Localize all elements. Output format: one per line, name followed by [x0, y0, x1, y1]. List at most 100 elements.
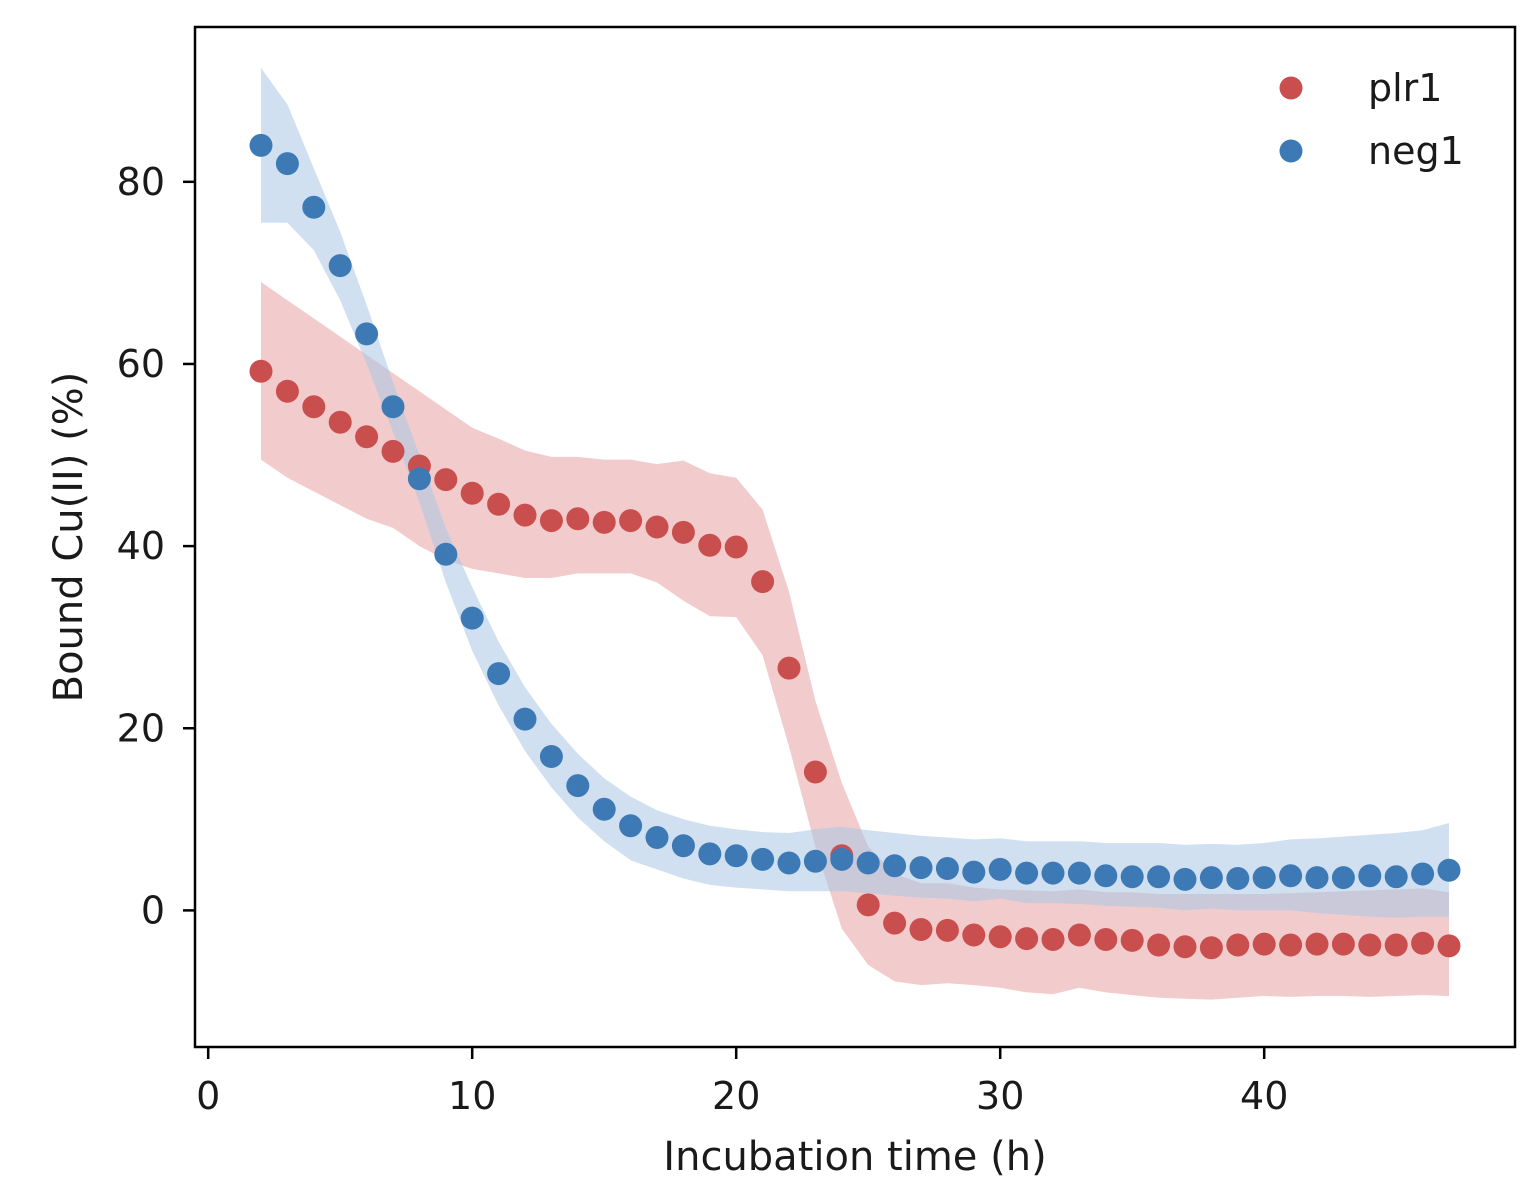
point-neg1	[1331, 866, 1355, 890]
point-plr1	[1305, 932, 1329, 956]
point-neg1	[988, 857, 1012, 881]
point-neg1	[645, 826, 669, 849]
y-tick-label: 20	[117, 706, 165, 750]
plot-frame	[193, 25, 1517, 1049]
point-plr1	[566, 507, 590, 531]
point-neg1	[962, 860, 986, 884]
point-neg1	[513, 707, 537, 731]
point-neg1	[1120, 865, 1144, 889]
point-neg1	[328, 254, 352, 278]
point-plr1	[777, 656, 801, 680]
point-plr1	[460, 481, 484, 505]
point-plr1	[1041, 928, 1065, 951]
point-plr1	[935, 918, 959, 942]
point-neg1	[1226, 867, 1250, 890]
point-plr1	[1411, 931, 1435, 955]
point-neg1	[407, 467, 431, 491]
point-neg1	[460, 606, 484, 630]
point-neg1	[592, 797, 616, 821]
point-neg1	[1067, 861, 1091, 885]
point-neg1	[619, 814, 643, 838]
point-plr1	[275, 379, 299, 403]
point-plr1	[856, 893, 880, 917]
legend-label: plr1	[1368, 66, 1442, 110]
point-neg1	[381, 395, 405, 419]
point-neg1	[1252, 866, 1276, 890]
point-neg1	[751, 847, 775, 871]
point-neg1	[856, 851, 880, 875]
point-plr1	[249, 359, 273, 383]
point-neg1	[566, 774, 590, 798]
point-plr1	[434, 468, 458, 492]
legend: plr1 neg1	[1279, 66, 1464, 173]
point-neg1	[487, 662, 511, 686]
point-plr1	[751, 570, 775, 594]
point-neg1	[909, 856, 933, 880]
point-neg1	[302, 195, 326, 219]
point-neg1	[1279, 864, 1303, 888]
point-plr1	[1173, 935, 1197, 959]
point-neg1	[803, 849, 827, 873]
y-tick-label: 40	[117, 524, 165, 568]
x-tick-label: 10	[448, 1074, 496, 1118]
point-plr1	[355, 425, 379, 449]
point-plr1	[513, 503, 537, 527]
point-plr1	[1147, 933, 1171, 957]
point-neg1	[355, 322, 379, 346]
point-neg1	[275, 152, 299, 176]
point-plr1	[724, 535, 748, 559]
point-neg1	[1305, 866, 1329, 890]
point-plr1	[1252, 932, 1276, 956]
point-plr1	[909, 918, 933, 941]
point-plr1	[1199, 936, 1223, 960]
point-neg1	[1094, 864, 1118, 888]
point-neg1	[883, 854, 907, 878]
point-plr1	[539, 509, 563, 533]
point-neg1	[1147, 865, 1171, 889]
point-plr1	[988, 925, 1012, 949]
point-neg1	[1437, 858, 1461, 882]
point-plr1	[381, 439, 405, 463]
x-tick-label: 30	[976, 1074, 1024, 1118]
point-plr1	[328, 410, 352, 434]
y-tick-label: 60	[117, 342, 165, 386]
point-neg1	[935, 857, 959, 880]
point-plr1	[803, 760, 827, 784]
point-plr1	[1331, 932, 1355, 956]
point-neg1	[698, 842, 722, 866]
y-axis: 0 20 40 60 80	[117, 160, 195, 932]
point-plr1	[883, 911, 907, 935]
point-plr1	[592, 510, 616, 534]
legend-item-neg1: neg1	[1279, 129, 1464, 173]
point-neg1	[671, 834, 695, 858]
point-neg1	[1199, 866, 1223, 890]
point-plr1	[487, 492, 511, 516]
x-axis-title: Incubation time (h)	[663, 1134, 1046, 1180]
point-neg1	[539, 745, 563, 768]
point-plr1	[1226, 933, 1250, 957]
x-tick-label: 0	[196, 1074, 220, 1118]
x-tick-label: 20	[712, 1074, 760, 1118]
point-plr1	[1384, 933, 1408, 957]
point-neg1	[1173, 867, 1197, 891]
x-tick-label: 40	[1240, 1074, 1288, 1118]
point-plr1	[645, 515, 669, 539]
legend-marker	[1279, 76, 1303, 100]
point-neg1	[434, 542, 458, 566]
legend-label: neg1	[1368, 129, 1464, 173]
point-plr1	[1120, 928, 1144, 952]
point-plr1	[1015, 927, 1039, 951]
point-plr1	[1437, 934, 1461, 958]
x-axis: 0 10 20 30 40	[196, 1047, 1288, 1118]
point-neg1	[1015, 861, 1039, 885]
y-tick-label: 80	[117, 160, 165, 204]
point-neg1	[777, 851, 801, 875]
legend-item-plr1: plr1	[1279, 66, 1442, 110]
point-plr1	[302, 395, 326, 419]
point-neg1	[830, 847, 854, 871]
point-plr1	[619, 509, 643, 533]
point-plr1	[671, 520, 695, 544]
series-neg1	[249, 133, 1461, 891]
y-tick-label: 0	[141, 888, 165, 932]
